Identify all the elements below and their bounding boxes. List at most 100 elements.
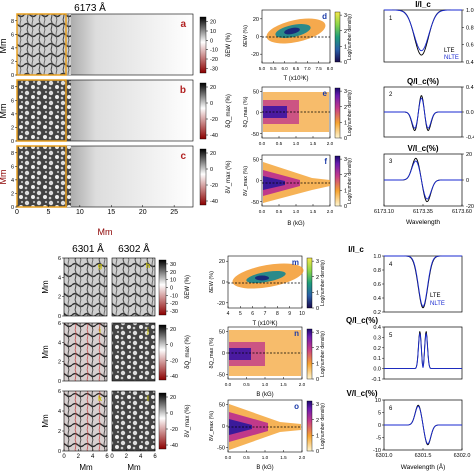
panel-label-l: l [147, 396, 149, 403]
profile-4-frame [383, 255, 463, 313]
colorbar-a-ramp [199, 16, 207, 74]
map-b-ytick-label: 8 [11, 85, 14, 91]
map-i-image [63, 322, 108, 382]
scatter-panel-o: o δV_max (%) B (kG) [209, 399, 303, 471]
density-colorbar-d: Log(number density) [334, 11, 353, 63]
scatter-n-cloud-core [229, 348, 251, 360]
scatter-n-ytick-label: -50 [217, 373, 225, 379]
scatter-o-ytick-label: -50 [217, 446, 225, 452]
top-map-xlabel: Mm [98, 227, 113, 237]
scatter-f-xlabel: B (kG) [287, 221, 304, 227]
profile-1-ytick-label: 1.0 [466, 8, 474, 14]
profile-3-xlabel: Wavelength [406, 219, 440, 226]
scatter-m-cloud-core [255, 275, 269, 281]
scatter-o-xlabel: B (kG) [256, 465, 273, 471]
map-panel-g: g [63, 257, 108, 317]
panel-label-f: f [324, 157, 327, 166]
profile-1-title: I/I_c [415, 0, 431, 9]
profile-6-xtick-label: 6301.0 [376, 453, 393, 459]
map-c-ytick-label: 2 [11, 191, 14, 197]
profile-6-ytick-label: 0 [378, 423, 381, 429]
profile-panel-5: Q/I_c(%) 5 [346, 316, 463, 380]
colorbar-a-ytick-label: 10 [210, 29, 216, 35]
profile-5-title: Q/I_c(%) [346, 316, 378, 325]
scatter-f-xtick-label: 1.0 [293, 209, 300, 214]
density-e-ytick-label: 0 [344, 136, 347, 142]
colorbar-k-ytick-label: -20 [170, 427, 178, 433]
map-k-ytick-label: 0 [58, 449, 61, 455]
colorbar-k-ytick-label: -40 [170, 443, 178, 449]
profile-4-ytick-label: 0.8 [373, 268, 381, 274]
profile-2-ytick-label: 0.0 [466, 110, 474, 116]
map-b-ytick-label: 6 [11, 98, 14, 104]
profile-6-nlte-curve [384, 405, 462, 445]
map-c-xtick-label: 0 [15, 209, 19, 216]
colorbar-c-label: δV_max (%) [226, 160, 232, 193]
map-c-xtick-label: 10 [76, 209, 84, 216]
scatter-n-ylabel: δQ_max (%) [209, 337, 215, 368]
panel-label-i: i [99, 328, 101, 335]
profile-1-number: 1 [389, 16, 393, 22]
profile-5-frame [383, 326, 463, 380]
scatter-d-ytick-label: 0 [256, 35, 259, 41]
map-a-ytick-label: 0 [11, 73, 14, 79]
scatter-n-ytick-label: 0 [222, 351, 225, 357]
bottom-wavelength-title-2: 6302 Å [118, 242, 150, 255]
map-c-xtick-label: 25 [170, 209, 178, 216]
map-g-image [63, 257, 108, 317]
scatter-d-xtick-label: 7.0 [304, 66, 311, 71]
scatter-m-ytick-label: 0 [222, 280, 225, 286]
map-g-ytick-label: 6 [58, 256, 61, 262]
panel-label-m: m [292, 258, 299, 267]
profile-2-title: Q/I_c(%) [407, 77, 439, 86]
map-panel-b: b [16, 79, 194, 142]
scatter-o-xtick-label: 0.0 [225, 455, 232, 460]
profile-1-ytick-label: 0.6 [466, 43, 474, 49]
top-map-axes: 0 2 4 6 8 0 2 4 6 8 0 2 4 6 8 0 5 10 15 20 25 [11, 19, 178, 216]
density-o-ytick-label: 3 [316, 402, 319, 408]
scatter-d-xtick-label: 5.0 [259, 66, 266, 71]
panel-label-b: b [180, 85, 186, 96]
profile-1-ytick-label: 0.4 [466, 60, 474, 66]
colorbar-c-ytick-label: 0 [210, 167, 213, 173]
map-panel-c: c [16, 145, 194, 208]
scatter-o-ytick-label: 0 [222, 424, 225, 430]
profile-1-legend-lte: LTE [444, 48, 455, 54]
colorbar-a: δEW (%) [199, 16, 232, 74]
scatter-e-xtick-label: 0.5 [276, 141, 283, 146]
scatter-m-ytick-label: 20 [219, 259, 225, 265]
panel-label-a: a [180, 19, 186, 30]
profile-6-number: 6 [389, 406, 393, 412]
map-a-ytick-label: 6 [11, 32, 14, 38]
map-i-ytick-label: 6 [58, 321, 61, 327]
map-panel-h: h [111, 257, 156, 317]
scatter-d-cloud-core [284, 27, 300, 35]
profile-6-ytick-label: 5 [378, 411, 381, 417]
profile-4-ytick-label: 0.4 [373, 296, 381, 302]
profile-6-ytick-label: -10 [373, 448, 381, 454]
profile-5-ytick-label: 0.3 [373, 335, 381, 341]
density-colorbar-o-label: Log(number density) [320, 403, 326, 449]
colorbar-b: δQ_max (%) [199, 82, 232, 140]
bottom-map-xlabel-right: Mm [127, 463, 141, 471]
map-panel-i: i [63, 322, 108, 382]
panel-label-k: k [98, 396, 102, 403]
scatter-e-ytick-label: 50 [253, 89, 259, 95]
density-colorbar-n-ramp [306, 328, 313, 380]
map-j-image [111, 322, 156, 382]
map-c-xtick-label: 5 [46, 209, 50, 216]
density-e-ytick-label: 1 [344, 120, 347, 126]
map-g-ytick-label: 2 [58, 295, 61, 301]
map-g-ytick-label: 4 [58, 275, 61, 281]
profile-5-ytick-label: 0.0 [373, 367, 381, 373]
map-b-highlight-box [16, 79, 67, 142]
map-k-xtick-label: 0 [62, 454, 66, 460]
colorbar-g-ytick-label: 20 [170, 270, 176, 276]
map-a-ytick-label: 8 [11, 19, 14, 25]
profile-2-ytick-label: -0.4 [466, 135, 474, 141]
colorbar-a-ytick-label: 20 [210, 20, 216, 26]
map-b-ytick-label: 2 [11, 125, 14, 131]
colorbar-i: δQ_max (%) [158, 324, 191, 381]
